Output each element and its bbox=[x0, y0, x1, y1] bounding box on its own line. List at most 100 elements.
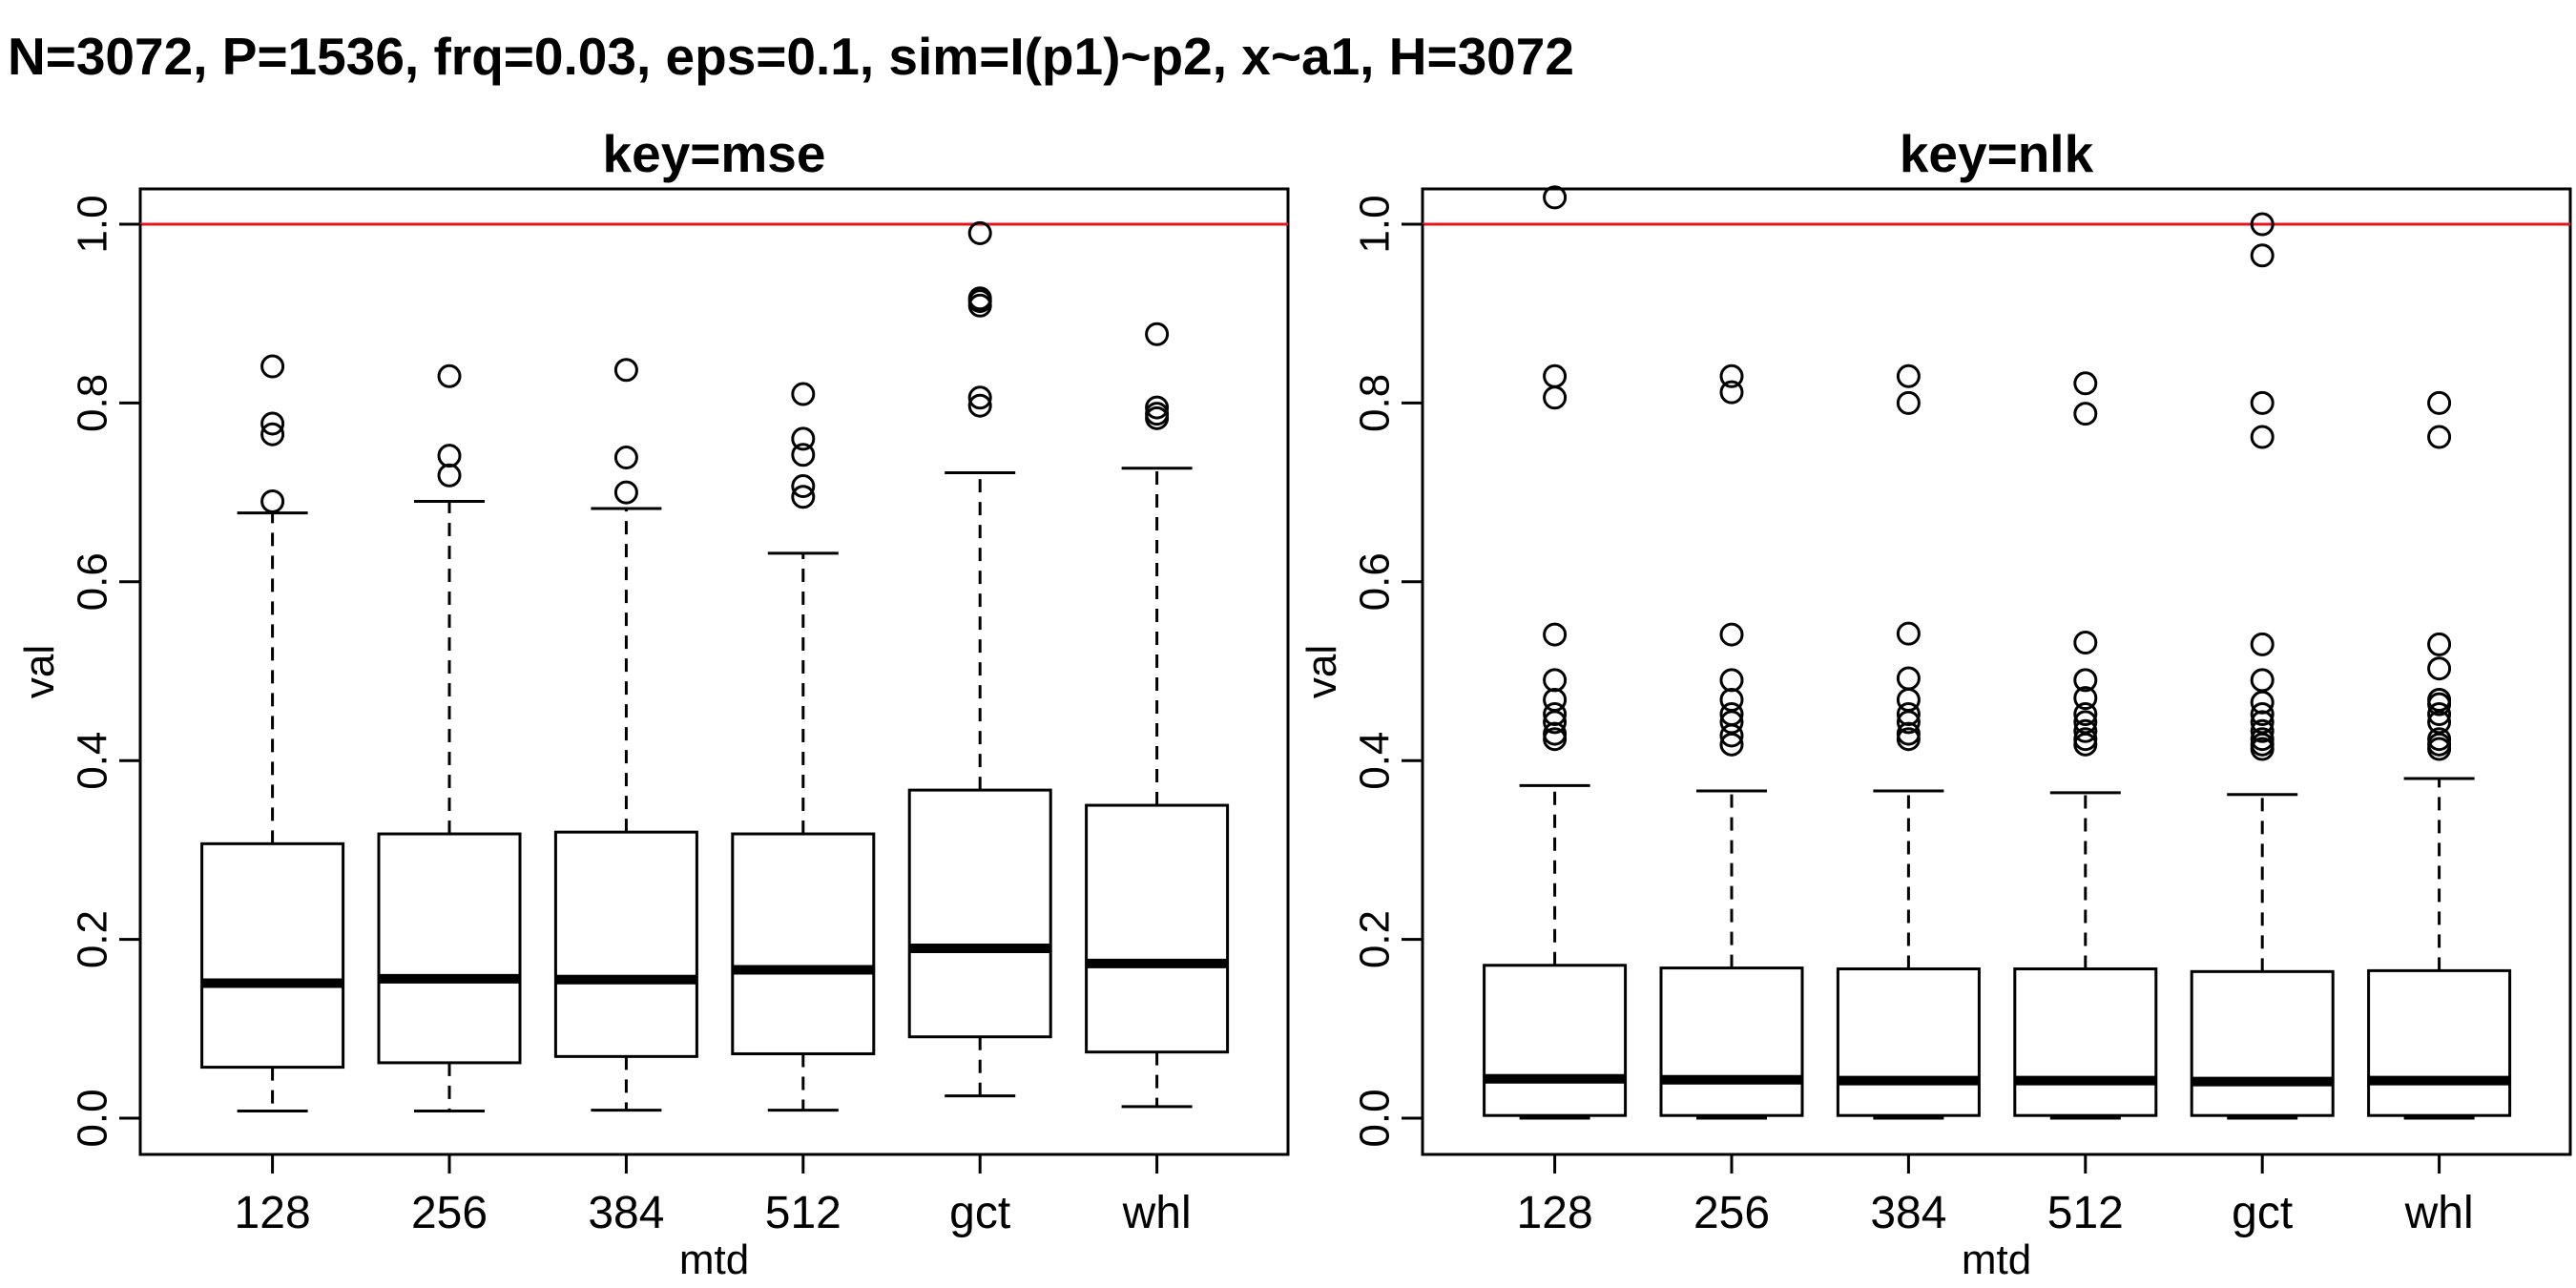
outlier-point bbox=[2250, 425, 2275, 449]
outlier-point bbox=[1145, 395, 1170, 420]
y-tick-label-mse: 0.0 bbox=[70, 1089, 116, 1147]
outlier-point bbox=[967, 286, 992, 311]
outlier-point bbox=[791, 382, 816, 406]
box-nlk-384 bbox=[1836, 364, 1981, 1120]
x-tick-label-nlk: gct bbox=[2232, 1188, 2293, 1238]
outlier-point bbox=[1719, 380, 1744, 405]
box-mse-256 bbox=[377, 364, 522, 1113]
outlier-point bbox=[1543, 687, 1568, 712]
outlier-point bbox=[260, 411, 285, 436]
outlier-point bbox=[967, 393, 992, 418]
iqr-box bbox=[2367, 968, 2512, 1117]
figure-title: N=3072, P=1536, frq=0.03, eps=0.1, sim=I… bbox=[8, 27, 1574, 86]
iqr-box bbox=[377, 832, 522, 1065]
panel-title-mse: key=mse bbox=[603, 124, 826, 183]
iqr-box bbox=[731, 832, 876, 1056]
outlier-point bbox=[2073, 710, 2098, 735]
outlier-point bbox=[1543, 364, 1568, 388]
box-mse-whl bbox=[1085, 322, 1230, 1109]
y-tick-label-nlk: 0.4 bbox=[1352, 732, 1399, 790]
box-nlk-whl bbox=[2367, 390, 2512, 1120]
outlier-point bbox=[2427, 701, 2452, 726]
outlier-point bbox=[2250, 243, 2275, 268]
outlier-point bbox=[2427, 390, 2452, 415]
outlier-point bbox=[1896, 687, 1921, 712]
panel-nlk: key=nlk mtd val 0.0 0.2 0.4 0.6 0.8 1.0 128 256… bbox=[1298, 124, 2572, 1283]
outlier-point bbox=[2073, 402, 2098, 426]
y-tick-label-nlk: 0.6 bbox=[1352, 552, 1399, 611]
box-mse-512 bbox=[731, 382, 876, 1112]
outlier-point bbox=[2427, 687, 2452, 712]
outlier-point bbox=[791, 426, 816, 451]
x-axis-label-nlk: mtd bbox=[1962, 1236, 2031, 1283]
y-axis-label-mse: val bbox=[16, 645, 63, 698]
outlier-point bbox=[1719, 701, 1744, 726]
outlier-point bbox=[437, 444, 462, 468]
outlier-point bbox=[791, 474, 816, 499]
y-tick-label-nlk: 0.0 bbox=[1352, 1089, 1399, 1147]
outlier-point bbox=[791, 443, 816, 467]
outlier-point bbox=[1145, 402, 1170, 426]
outlier-point bbox=[1719, 668, 1744, 693]
outlier-point bbox=[791, 485, 816, 509]
outlier-point bbox=[967, 220, 992, 245]
outlier-point bbox=[1896, 390, 1921, 415]
iqr-box bbox=[1483, 964, 1628, 1117]
x-tick-label-mse: whl bbox=[1122, 1188, 1192, 1238]
outlier-point bbox=[2073, 668, 2098, 693]
box-nlk-256 bbox=[1659, 364, 1804, 1120]
outlier-point bbox=[2073, 631, 2098, 655]
outlier-point bbox=[1896, 621, 1921, 646]
outlier-point bbox=[1896, 666, 1921, 691]
y-tick-label-mse: 0.6 bbox=[70, 552, 116, 611]
iqr-box bbox=[200, 841, 345, 1070]
outlier-point bbox=[437, 364, 462, 388]
y-tick-label-mse: 0.8 bbox=[70, 374, 116, 432]
outlier-point bbox=[260, 488, 285, 513]
y-tick-label-mse: 1.0 bbox=[70, 195, 116, 253]
outlier-point bbox=[2073, 686, 2098, 711]
outlier-point bbox=[2427, 656, 2452, 681]
x-tick-label-mse: 256 bbox=[411, 1188, 488, 1238]
x-tick-label-mse: 512 bbox=[765, 1188, 841, 1238]
outlier-point bbox=[2427, 425, 2452, 449]
x-tick-label-mse: gct bbox=[949, 1188, 1010, 1238]
outlier-point bbox=[1896, 701, 1921, 726]
outlier-point bbox=[2250, 668, 2275, 693]
y-tick-label-nlk: 1.0 bbox=[1352, 195, 1399, 253]
x-tick-label-nlk: 256 bbox=[1693, 1188, 1770, 1238]
outlier-point bbox=[260, 354, 285, 379]
outlier-point bbox=[1543, 185, 1568, 210]
x-tick-label-nlk: 512 bbox=[2047, 1188, 2124, 1238]
outlier-point bbox=[1719, 687, 1744, 712]
outlier-point bbox=[2427, 632, 2452, 656]
box-mse-128 bbox=[200, 354, 345, 1113]
outlier-point bbox=[613, 446, 638, 470]
x-tick-label-mse: 128 bbox=[235, 1188, 311, 1238]
outlier-point bbox=[2250, 212, 2275, 237]
box-nlk-128 bbox=[1483, 185, 1628, 1120]
y-tick-label-mse: 0.2 bbox=[70, 910, 116, 968]
iqr-box bbox=[1085, 803, 1230, 1054]
x-axis-label-mse: mtd bbox=[679, 1236, 749, 1283]
outlier-point bbox=[437, 463, 462, 488]
box-nlk-512 bbox=[2013, 371, 2158, 1120]
y-tick-label-mse: 0.4 bbox=[70, 732, 116, 790]
outlier-point bbox=[260, 422, 285, 447]
outlier-point bbox=[2427, 727, 2452, 752]
outlier-point bbox=[1719, 364, 1744, 388]
outlier-point bbox=[1543, 701, 1568, 726]
outlier-point bbox=[2250, 718, 2275, 743]
panel-mse: key=mse mtd val 0.0 0.2 0.4 0.6 0.8 1.0 128 256… bbox=[16, 124, 1290, 1283]
x-tick-label-nlk: whl bbox=[2404, 1188, 2474, 1238]
outlier-point bbox=[967, 385, 992, 410]
y-tick-label-nlk: 0.2 bbox=[1352, 910, 1399, 968]
outlier-point bbox=[613, 358, 638, 383]
y-tick-label-nlk: 0.8 bbox=[1352, 374, 1399, 432]
x-tick-label-nlk: 384 bbox=[1870, 1188, 1946, 1238]
outlier-point bbox=[2073, 701, 2098, 726]
iqr-box bbox=[907, 788, 1052, 1039]
box-mse-gct bbox=[907, 220, 1052, 1098]
iqr-box bbox=[1659, 966, 1804, 1117]
